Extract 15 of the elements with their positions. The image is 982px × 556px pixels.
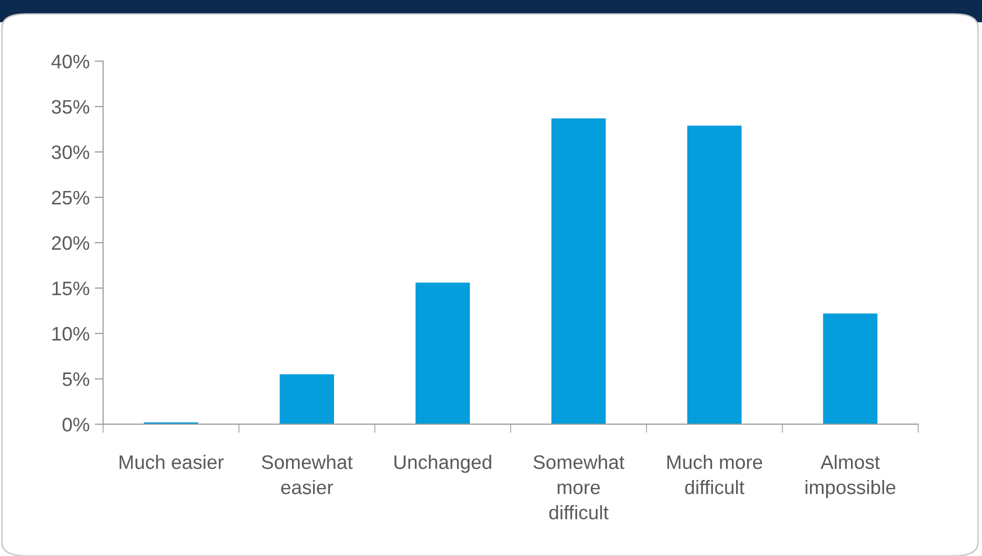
y-tick-label: 10% — [52, 326, 90, 341]
y-tick-label: 20% — [52, 236, 90, 250]
x-tick-label: Much easier — [120, 454, 224, 470]
x-tick-label: Much more difficult — [667, 454, 762, 494]
y-tick-label: 40% — [51, 54, 90, 68]
x-tick-label: Unchanged — [394, 454, 492, 473]
y-tick-label: 0% — [62, 418, 90, 432]
y-tick-label: 30% — [52, 145, 90, 160]
y-tick-label: 25% — [52, 190, 90, 205]
y-tick-label: 35% — [52, 100, 90, 114]
y-tick-label: 5% — [62, 372, 90, 386]
x-tick-label: Almost impossible — [806, 454, 896, 498]
x-tick-label: Somewhat more difficult — [534, 454, 624, 520]
x-tick-label: Somewhat easier — [262, 454, 353, 494]
y-tick-label: 15% — [52, 282, 90, 296]
